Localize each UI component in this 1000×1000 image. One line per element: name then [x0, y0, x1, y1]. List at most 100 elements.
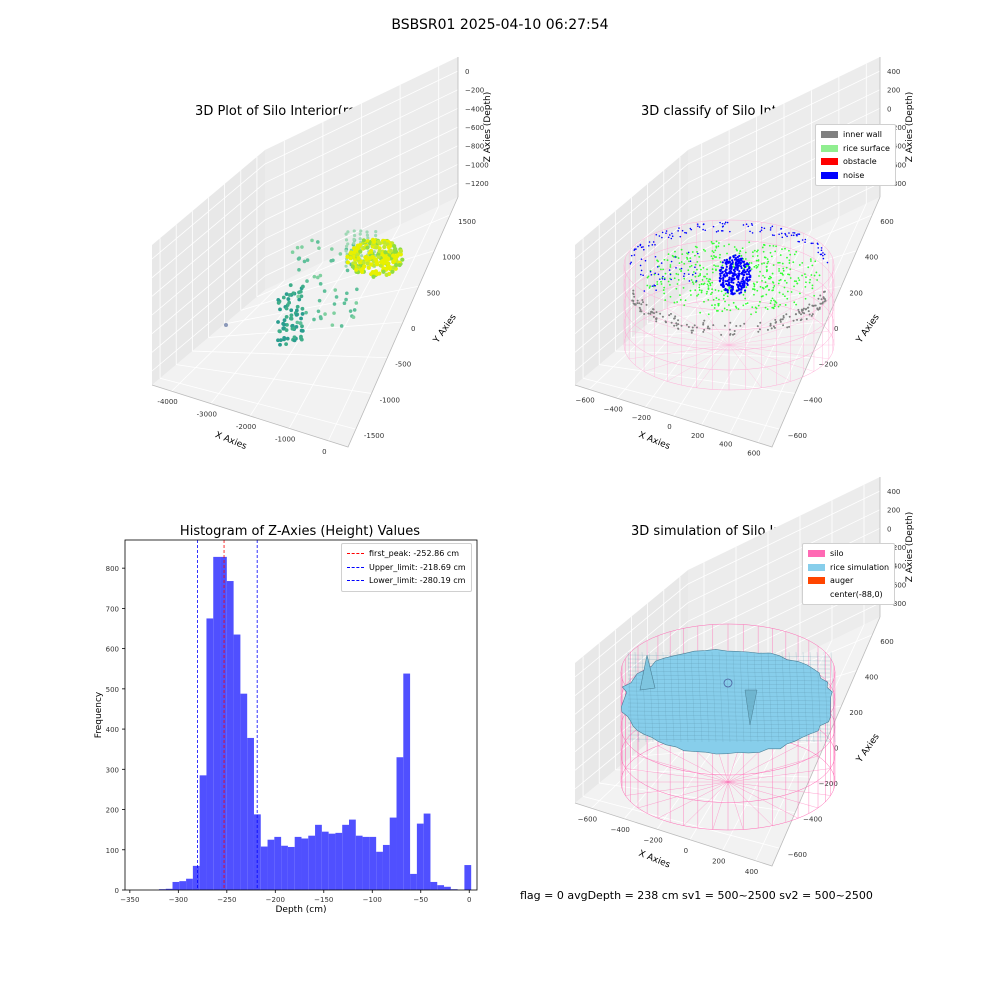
wall-point: [665, 321, 668, 324]
raw-grid-z: [151, 163, 459, 353]
rice-point: [648, 286, 651, 289]
rice-point: [795, 303, 798, 306]
rice-point: [763, 256, 766, 259]
raw-point: [345, 260, 351, 265]
sim-xtick-label: 0: [684, 847, 688, 855]
raw-point: [391, 253, 396, 258]
noise-point: [743, 269, 746, 272]
raw-grid-z: [151, 145, 459, 335]
histogram-ytick-label: 500: [106, 686, 119, 694]
histogram-xtick-label: −250: [217, 896, 236, 904]
legend-entry-silo: silo: [808, 547, 889, 561]
rice-point: [707, 288, 710, 290]
wall-point: [735, 325, 738, 328]
raw-point: [344, 297, 348, 302]
rice-point: [756, 255, 759, 257]
rice-point: [771, 289, 774, 292]
raw-point: [391, 259, 396, 265]
rice-point: [779, 254, 782, 256]
raw-point: [364, 257, 369, 262]
rice-point: [774, 300, 777, 303]
wall-point: [673, 324, 676, 327]
rice-point: [742, 304, 745, 307]
noise-point: [637, 245, 639, 248]
raw-point: [358, 232, 362, 236]
sim-ztick-label: 0: [887, 525, 891, 533]
wall-point: [743, 322, 746, 325]
histogram-bar: [328, 833, 336, 890]
histogram-bar: [430, 881, 438, 890]
rice-point: [694, 289, 697, 292]
wall-point: [757, 330, 760, 333]
rice-point: [674, 250, 676, 253]
histogram-ytick-label: 600: [106, 646, 119, 654]
noise-point: [689, 260, 692, 263]
raw-point: [376, 254, 381, 259]
noise-point: [722, 279, 725, 282]
wall-point: [782, 316, 785, 319]
rice-point: [783, 286, 786, 289]
sim-mesh-line: [627, 682, 831, 686]
noise-point: [721, 225, 724, 228]
noise-point: [724, 289, 727, 292]
rice-point: [789, 268, 792, 271]
rice-point: [669, 264, 672, 266]
noise-point: [747, 279, 750, 282]
classify-silo-wireframe-spoke: [728, 302, 762, 346]
sim-ytick-label: 200: [849, 709, 862, 717]
wall-point: [659, 312, 662, 315]
wall-point: [691, 329, 694, 332]
raw-point: [294, 312, 299, 317]
wall-point: [782, 315, 785, 318]
sim-grid-z: [574, 509, 881, 697]
raw-ztick-label: −800: [465, 143, 484, 151]
legend-histogram: first_peak: -252.86 cm Upper_limit: -218…: [341, 543, 472, 592]
classify-silo-wireframe-spoke: [696, 302, 730, 346]
noise-point: [674, 256, 677, 258]
rice-point: [786, 256, 788, 259]
rice-point: [715, 246, 718, 249]
histogram-plot: [122, 539, 478, 893]
noise-point: [702, 223, 705, 225]
rice-point: [759, 285, 762, 288]
histogram-bar: [369, 836, 377, 890]
histogram-bar: [437, 885, 445, 890]
rice-point: [711, 291, 713, 294]
rice-point: [793, 253, 796, 256]
rice-point: [766, 284, 769, 287]
rice-point: [726, 308, 728, 311]
noise-point: [742, 224, 745, 226]
rice-point: [764, 306, 767, 309]
noise-point: [712, 225, 715, 228]
rice-point: [735, 307, 738, 309]
wall-point: [655, 311, 658, 314]
rice-point: [741, 247, 744, 250]
rice-point: [698, 256, 701, 258]
raw-point: [352, 250, 357, 255]
raw-point: [312, 317, 316, 322]
raw-point: [276, 320, 280, 324]
raw-xtick-label: 0: [322, 448, 326, 456]
rice-point: [710, 255, 713, 258]
noise-point: [670, 278, 672, 281]
raw-point: [370, 254, 375, 259]
sim-mesh-line: [627, 734, 831, 738]
raw-ztick-label: −1200: [465, 180, 489, 188]
noise-point: [658, 278, 661, 280]
rice-point: [673, 301, 676, 304]
histogram-bar: [199, 775, 207, 890]
sim-mesh-line: [732, 651, 738, 743]
sim-ytick-label: −600: [788, 851, 807, 859]
rice-point: [798, 292, 801, 295]
rice-point: [759, 270, 761, 273]
histogram-bar: [220, 556, 227, 890]
classify-silo-wireframe-spoke: [667, 308, 730, 346]
rice-point: [772, 244, 775, 247]
legend-swatch: [821, 171, 838, 179]
noise-point: [643, 248, 645, 251]
raw-point: [392, 244, 397, 249]
raw-point: [284, 342, 289, 347]
rice-point: [679, 268, 681, 271]
sim-mesh-line: [627, 698, 831, 702]
raw-point: [395, 253, 400, 258]
